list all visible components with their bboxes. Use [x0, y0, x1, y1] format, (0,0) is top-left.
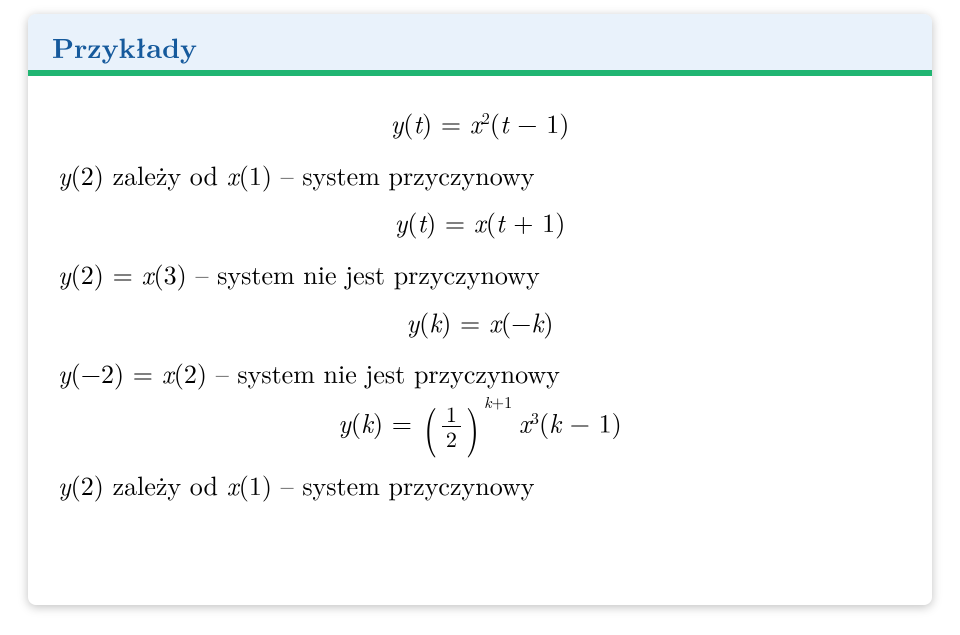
eq4-y: y	[338, 404, 351, 441]
eq1-op: −	[517, 104, 537, 141]
eq3-xk: k	[531, 303, 543, 340]
panel-body: y(t) = x2(t − 1) y(2) zależy od x(1) – s…	[28, 76, 932, 539]
eq2-xa: t	[496, 203, 505, 240]
l2-y: y	[58, 255, 71, 292]
eq4-xexp: 3	[531, 406, 539, 429]
eq4-frac: 12	[442, 402, 461, 452]
line-3: y(−2) = x(2) – system nie jest przyczyno…	[58, 354, 902, 392]
l1-xarg: 1	[249, 156, 262, 193]
l3-xarg: 2	[184, 354, 197, 391]
eq2-op: +	[513, 203, 533, 240]
eq1-y: y	[391, 104, 404, 141]
l1-mid: zależy od	[104, 156, 227, 193]
equation-2: y(t) = x(t + 1)	[58, 203, 902, 241]
example-panel: Przykłady y(t) = x2(t − 1) y(2) zależy o…	[28, 14, 932, 605]
eq4-op: −	[570, 404, 590, 441]
line-4: y(2) zależy od x(1) – system przyczynowy	[58, 466, 902, 504]
eq1-xb: 1	[546, 104, 559, 141]
line-1: y(2) zależy od x(1) – system przyczynowy	[58, 156, 902, 194]
equation-3: y(k) = x(−k)	[58, 303, 902, 341]
l3-yarg: 2	[101, 354, 114, 391]
l1-x: x	[227, 156, 239, 193]
eq4-xb: 1	[599, 404, 612, 441]
l2-x: x	[141, 255, 153, 292]
l1-tail: – system przyczynowy	[272, 156, 534, 193]
l4-y: y	[58, 466, 71, 503]
eq1-x: x	[470, 104, 482, 141]
l3-tail: – system nie jest przyczynowy	[207, 354, 560, 391]
l3-x: x	[162, 354, 174, 391]
eq2-x: x	[474, 203, 486, 240]
panel-header: Przykłady	[28, 14, 932, 70]
eq1-xa: t	[500, 104, 509, 141]
eq3-x: x	[489, 303, 501, 340]
eq4-x: x	[519, 404, 531, 441]
l3-y: y	[58, 354, 71, 391]
l4-mid: zależy od	[104, 466, 227, 503]
l2-xarg: 3	[164, 255, 177, 292]
l4-xarg: 1	[249, 466, 262, 503]
eq3-y: y	[407, 303, 420, 340]
eq1-yt: t	[413, 104, 422, 141]
l4-x: x	[227, 466, 239, 503]
equation-1: y(t) = x2(t − 1)	[58, 104, 902, 142]
eq4-den: 2	[442, 427, 461, 451]
l3-eq: =	[124, 354, 162, 391]
eq1-exp: 2	[482, 106, 490, 129]
eq3-yk: k	[429, 303, 441, 340]
eq2-xb: 1	[542, 203, 555, 240]
l2-yarg: 2	[81, 255, 94, 292]
l4-yarg: 2	[81, 466, 94, 503]
panel-title: Przykłady	[52, 27, 197, 67]
eq4-xa: k	[549, 404, 561, 441]
l1-y: y	[58, 156, 71, 193]
eq2-y: y	[395, 203, 408, 240]
eq3-sgn: −	[511, 303, 531, 340]
equation-4: y(k) = (12)k+1 x3(k − 1)	[58, 402, 902, 452]
l2-tail: – system nie jest przyczynowy	[187, 255, 540, 292]
line-2: y(2) = x(3) – system nie jest przyczynow…	[58, 255, 902, 293]
l2-eq: =	[104, 255, 142, 292]
eq4-exp: k+1	[484, 390, 512, 413]
l1-yarg: 2	[81, 156, 94, 193]
eq2-yt: t	[417, 203, 426, 240]
l4-tail: – system przyczynowy	[272, 466, 534, 503]
eq4-yk: k	[361, 404, 373, 441]
l3-sgn: −	[81, 354, 101, 391]
